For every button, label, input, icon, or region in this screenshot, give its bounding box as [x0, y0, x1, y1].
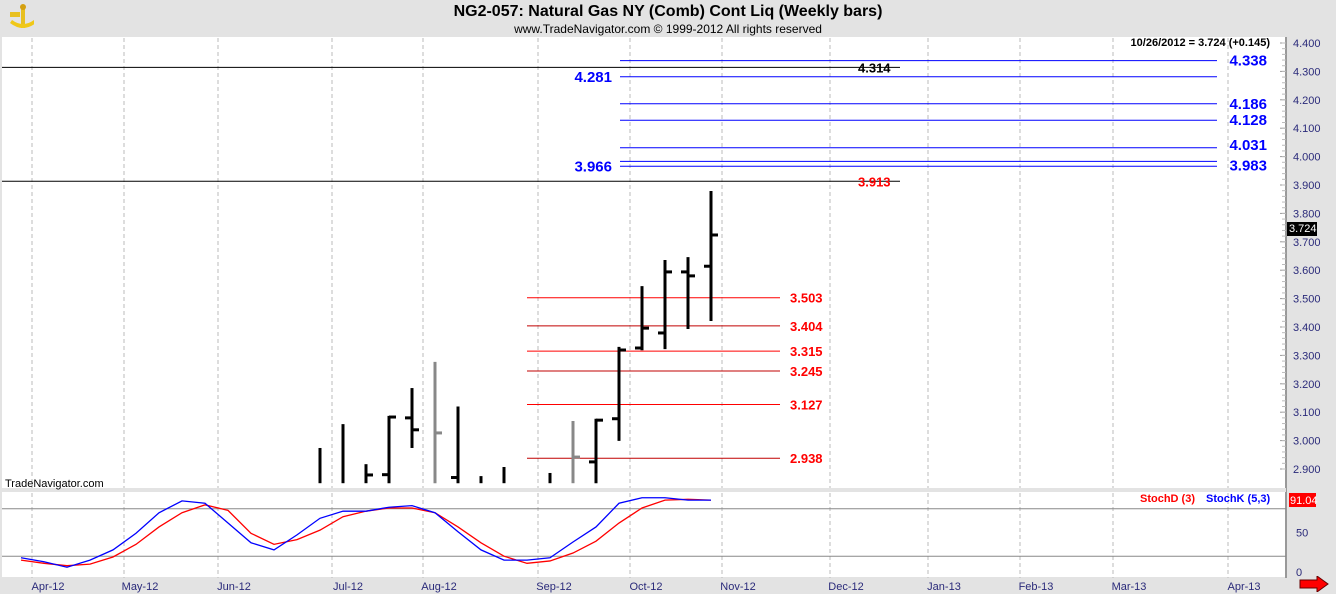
last-price-tag: 3.724	[1289, 223, 1317, 235]
stoch-y-label: 50	[1296, 528, 1308, 540]
x-tick-label: Jan-13	[927, 581, 961, 593]
y-tick-label: 2.900	[1293, 464, 1321, 476]
y-tick-label: 4.000	[1293, 152, 1321, 164]
y-tick-label: 3.900	[1293, 180, 1321, 192]
stochk-legend: StochK (5,3)	[1206, 493, 1271, 505]
x-tick-label: May-12	[122, 581, 159, 593]
fib-level-label: 4.338	[1229, 53, 1267, 70]
x-tick-label: Sep-12	[536, 581, 571, 593]
y-tick-label: 3.700	[1293, 237, 1321, 249]
y-tick-label: 3.100	[1293, 407, 1321, 419]
y-tick-label: 4.200	[1293, 95, 1321, 107]
stoch-y-label: 0	[1296, 567, 1302, 579]
y-tick-label: 3.000	[1293, 436, 1321, 448]
y-tick-label: 3.600	[1293, 265, 1321, 277]
copyright: www.TradeNavigator.com © 1999-2012 All r…	[514, 22, 822, 36]
panel-separator	[2, 488, 1286, 492]
last-price-tag-bg	[1287, 222, 1317, 236]
y-tick-label: 3.500	[1293, 294, 1321, 306]
fib-level-label: 4.031	[1229, 137, 1267, 154]
price-axis	[1287, 37, 1336, 582]
y-tick-label: 3.300	[1293, 350, 1321, 362]
resistance-label: 4.314	[858, 60, 891, 75]
x-tick-label: Apr-12	[31, 581, 64, 593]
stoch-value-bg	[1289, 493, 1316, 507]
resistance-label: 3.913	[858, 174, 891, 189]
y-tick-label: 4.400	[1293, 38, 1321, 50]
x-tick-label: Dec-12	[828, 581, 863, 593]
x-tick-label: Oct-12	[629, 581, 662, 593]
plot-area[interactable]	[2, 37, 1286, 577]
fib-level-label: 4.281	[574, 69, 612, 86]
y-tick-label: 3.800	[1293, 208, 1321, 220]
x-tick-label: Jun-12	[217, 581, 251, 593]
stochk-line	[20, 497, 711, 568]
fib-level-label: 3.983	[1229, 157, 1267, 174]
watermark: TradeNavigator.com	[5, 478, 104, 490]
fib-level-label: 4.128	[1229, 112, 1267, 129]
x-tick-label: Jul-12	[333, 581, 363, 593]
support-label: 3.127	[790, 398, 823, 413]
x-tick-label: Nov-12	[720, 581, 755, 593]
support-label: 3.404	[790, 319, 823, 334]
y-tick-label: 3.200	[1293, 379, 1321, 391]
x-tick-label: Feb-13	[1019, 581, 1054, 593]
support-label: 2.938	[790, 451, 823, 466]
support-label: 3.245	[790, 364, 823, 379]
last-quote: 10/26/2012 = 3.724 (+0.145)	[1131, 37, 1271, 49]
fib-level-label: 4.186	[1229, 96, 1267, 113]
sextant-logo-icon[interactable]	[8, 3, 34, 31]
stoch-value: 91.04	[1290, 495, 1318, 507]
x-tick-label: Apr-13	[1227, 581, 1260, 593]
fib-level-label: 3.966	[574, 158, 612, 175]
scroll-right-arrow-icon[interactable]	[1299, 576, 1329, 592]
y-tick-label: 3.400	[1293, 322, 1321, 334]
chart-title: NG2-057: Natural Gas NY (Comb) Cont Liq …	[453, 3, 883, 20]
y-tick-label: 4.100	[1293, 123, 1321, 135]
support-label: 3.315	[790, 344, 823, 359]
x-tick-label: Mar-13	[1112, 581, 1147, 593]
x-tick-label: Aug-12	[421, 581, 456, 593]
support-label: 3.503	[790, 291, 823, 306]
stochd-legend: StochD (3)	[1140, 493, 1195, 505]
y-tick-label: 4.300	[1293, 66, 1321, 78]
